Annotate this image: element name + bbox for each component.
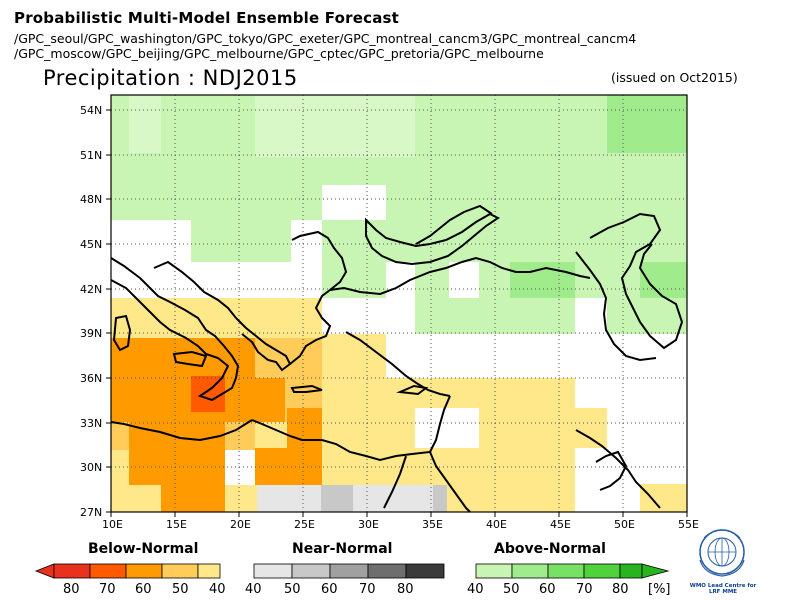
legend-near-labels: 40 50 60 70 80: [245, 582, 414, 597]
lat-label: 33N: [80, 417, 102, 430]
lat-label: 36N: [80, 372, 102, 385]
probability-grid: [111, 95, 687, 512]
lon-label: 25E: [294, 518, 315, 531]
legend-above-title: Above-Normal: [494, 541, 606, 557]
map-frame: [110, 94, 688, 513]
legend-above-label: 70: [576, 582, 593, 597]
legend-unit: [%]: [648, 582, 671, 597]
legend-above-bar: [475, 563, 670, 579]
legend-near-label: 60: [321, 582, 338, 597]
axis-ticks: [106, 109, 688, 517]
lat-label: 54N: [80, 104, 102, 117]
legend-above-label: 80: [612, 582, 629, 597]
lon-label: 35E: [422, 518, 443, 531]
lon-label: 30E: [358, 518, 379, 531]
legend-near-title: Near-Normal: [292, 541, 393, 557]
legend-below-title: Below-Normal: [88, 541, 199, 557]
model-list-line-1: /GPC_seoul/GPC_washington/GPC_tokyo/GPC_…: [14, 31, 637, 46]
legend-near-label: 80: [397, 582, 414, 597]
variable-title: Precipitation : NDJ2015: [43, 66, 298, 90]
gridlines: [111, 95, 687, 512]
lon-label: 15E: [166, 518, 187, 531]
legend-below-label: 70: [99, 582, 116, 597]
legend-near-label: 50: [284, 582, 301, 597]
lon-label: 20E: [230, 518, 251, 531]
lat-label: 45N: [80, 238, 102, 251]
forecast-title: Probabilistic Multi-Model Ensemble Forec…: [14, 9, 400, 27]
lat-label: 42N: [80, 283, 102, 296]
logo-caption: WMO Lead Centre for LRF MME: [689, 583, 757, 595]
legend-below-labels: 80 70 60 50 40: [63, 582, 226, 597]
legend-below-label: 40: [209, 582, 226, 597]
lon-label: 45E: [550, 518, 571, 531]
legend-below-bar: [34, 563, 221, 579]
legend-above-label: 60: [539, 582, 556, 597]
legend-above-labels: 40 50 60 70 80 [%]: [467, 582, 671, 597]
lon-label: 10E: [102, 518, 123, 531]
issued-date: (issued on Oct2015): [611, 70, 738, 85]
lon-label: 55E: [678, 518, 699, 531]
lat-label: 39N: [80, 327, 102, 340]
longitude-labels: 10E 15E 20E 25E 30E 35E 40E 45E 50E 55E: [102, 518, 699, 531]
legend-near-label: 40: [245, 582, 262, 597]
model-list: /GPC_seoul/GPC_washington/GPC_tokyo/GPC_…: [14, 31, 636, 61]
legend-above-label: 50: [503, 582, 520, 597]
lat-label: 48N: [80, 193, 102, 206]
legend-above-label: 40: [467, 582, 484, 597]
legend-near-bar: [253, 563, 445, 579]
lon-label: 50E: [614, 518, 635, 531]
latitude-labels: 54N 51N 48N 45N 42N 39N 36N 33N 30N 27N: [80, 104, 102, 519]
legend-below-label: 80: [63, 582, 80, 597]
wmo-logo-icon: [699, 529, 745, 577]
lat-label: 51N: [80, 149, 102, 162]
legend-below-label: 50: [172, 582, 189, 597]
legend-below-label: 60: [135, 582, 152, 597]
coastlines: [110, 204, 684, 513]
model-list-line-2: /GPC_moscow/GPC_beijing/GPC_melbourne/GP…: [14, 46, 544, 61]
lat-label: 30N: [80, 461, 102, 474]
lon-label: 40E: [486, 518, 507, 531]
legend-near-label: 70: [359, 582, 376, 597]
lat-label: 27N: [80, 506, 102, 519]
